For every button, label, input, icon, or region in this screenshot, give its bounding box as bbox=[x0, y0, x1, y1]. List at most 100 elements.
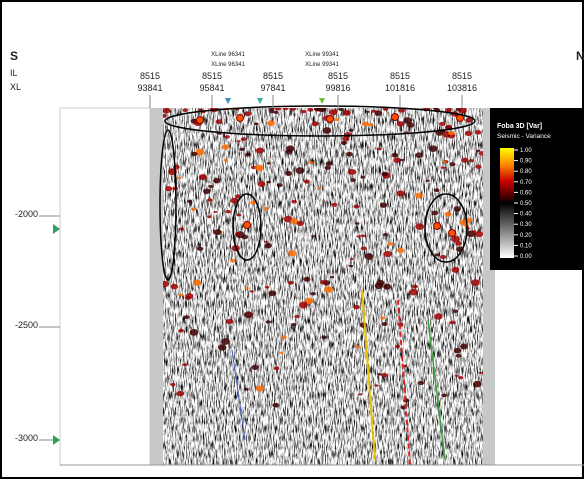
blob bbox=[185, 296, 191, 300]
blob bbox=[279, 352, 283, 354]
blob bbox=[268, 290, 276, 296]
blob bbox=[400, 159, 404, 161]
blob bbox=[267, 120, 275, 126]
colorbar bbox=[500, 148, 514, 258]
blob bbox=[374, 385, 378, 387]
blob bbox=[381, 172, 388, 177]
blob bbox=[472, 230, 477, 233]
blob bbox=[208, 185, 213, 188]
blob bbox=[241, 137, 247, 141]
blob bbox=[207, 215, 212, 218]
blob bbox=[407, 122, 414, 127]
blob bbox=[418, 381, 424, 385]
blob bbox=[350, 258, 354, 260]
blob bbox=[191, 152, 197, 156]
blob bbox=[235, 232, 241, 236]
depth-label: -3000 bbox=[15, 433, 38, 443]
blob bbox=[415, 223, 424, 230]
blob bbox=[257, 181, 265, 187]
blob bbox=[434, 313, 442, 319]
blob bbox=[265, 286, 270, 289]
column-xl: 93841 bbox=[137, 83, 162, 93]
blob bbox=[348, 169, 356, 175]
blob bbox=[375, 283, 384, 290]
blob bbox=[415, 193, 423, 199]
blob bbox=[252, 365, 259, 370]
blob bbox=[304, 179, 310, 183]
blob bbox=[281, 335, 287, 339]
blob bbox=[308, 161, 313, 164]
blob bbox=[266, 162, 270, 164]
blob bbox=[244, 388, 249, 391]
blob bbox=[360, 234, 365, 237]
blob bbox=[435, 253, 440, 256]
blob bbox=[324, 286, 333, 293]
blob bbox=[225, 210, 231, 214]
column-il: 8515 bbox=[328, 71, 348, 81]
marker-label: XLine 99341 bbox=[305, 62, 339, 68]
blob bbox=[171, 284, 179, 290]
depth-label: -2500 bbox=[15, 320, 38, 330]
blob bbox=[197, 117, 204, 124]
blob bbox=[294, 315, 299, 318]
blob bbox=[383, 233, 388, 236]
blob bbox=[239, 148, 244, 151]
blob bbox=[365, 253, 374, 260]
blob bbox=[382, 322, 388, 326]
xl-label: XL bbox=[10, 82, 21, 92]
blob bbox=[346, 152, 353, 157]
blob bbox=[388, 242, 394, 246]
blob bbox=[327, 116, 334, 123]
blob bbox=[326, 161, 332, 165]
blob bbox=[330, 276, 334, 278]
blob bbox=[277, 183, 283, 187]
blob bbox=[466, 118, 473, 123]
column-xl: 99816 bbox=[325, 83, 350, 93]
blob bbox=[265, 243, 272, 248]
blob bbox=[178, 329, 184, 333]
direction-left: S bbox=[10, 49, 18, 63]
blob bbox=[439, 122, 445, 126]
legend-tick-label: 0.30 bbox=[520, 222, 532, 228]
blob bbox=[296, 167, 305, 174]
blob bbox=[434, 223, 441, 230]
blob bbox=[312, 121, 319, 126]
blob bbox=[377, 373, 381, 375]
blob bbox=[299, 302, 308, 309]
blob bbox=[286, 149, 293, 154]
blob bbox=[449, 162, 455, 166]
column-il: 8515 bbox=[140, 71, 160, 81]
blob bbox=[245, 153, 251, 157]
blob bbox=[323, 127, 332, 134]
blob bbox=[266, 181, 270, 183]
blob bbox=[380, 203, 387, 208]
blob bbox=[426, 180, 430, 182]
blob bbox=[329, 109, 337, 115]
seismic-texture bbox=[163, 108, 483, 465]
blob bbox=[190, 329, 199, 336]
blob bbox=[331, 203, 337, 207]
marker-label: XLine 99341 bbox=[305, 52, 339, 58]
blob bbox=[182, 108, 188, 112]
blob bbox=[384, 251, 392, 257]
blob bbox=[199, 174, 207, 180]
legend-tick-label: 0.80 bbox=[520, 169, 532, 175]
legend-tick-label: 0.10 bbox=[520, 243, 532, 249]
blob bbox=[285, 171, 292, 176]
blob bbox=[338, 107, 344, 111]
marker-label: XLine 96341 bbox=[211, 52, 245, 58]
blob bbox=[479, 372, 483, 374]
blob bbox=[230, 259, 236, 263]
blob bbox=[458, 376, 464, 380]
blob bbox=[358, 393, 362, 395]
blob bbox=[237, 115, 244, 122]
il-label: IL bbox=[10, 68, 18, 78]
depth-label: -2000 bbox=[15, 209, 38, 219]
blob bbox=[354, 205, 360, 209]
blob bbox=[392, 114, 399, 121]
blob bbox=[255, 165, 264, 172]
blob bbox=[469, 159, 474, 162]
blob bbox=[191, 207, 196, 210]
blob bbox=[269, 110, 275, 114]
blob bbox=[397, 190, 405, 196]
